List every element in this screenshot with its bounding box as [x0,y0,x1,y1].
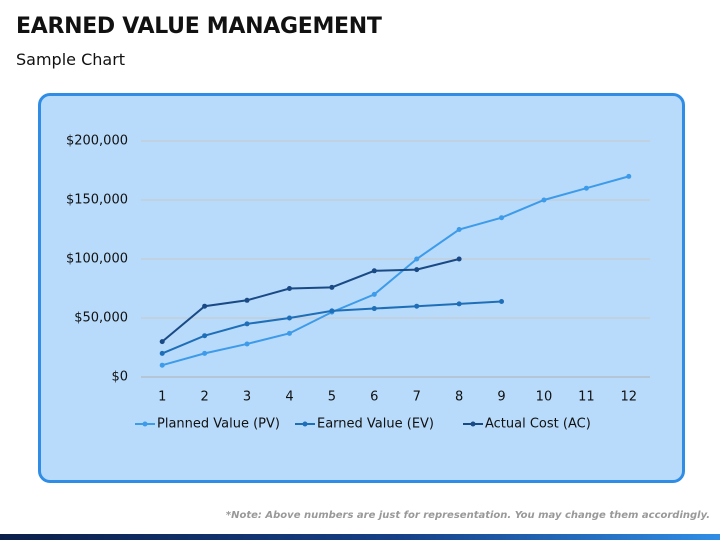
data-point [414,303,420,309]
legend-marker [302,421,308,427]
y-tick-label: $0 [111,370,128,385]
data-point [286,286,292,291]
x-tick-label: 10 [536,390,553,405]
data-point [244,321,250,327]
legend-label: Planned Value (PV) [157,417,280,432]
x-tick-label: 11 [578,390,595,405]
x-tick-label: 1 [158,390,166,405]
legend-label: Actual Cost (AC) [485,417,591,432]
data-point [456,256,462,262]
data-point [456,227,462,232]
series-line [161,258,460,343]
legend-marker [470,421,476,427]
chart-panel [38,93,685,483]
x-tick-label: 7 [413,390,421,405]
data-point [286,330,292,336]
data-point [371,306,377,312]
data-point [414,267,420,273]
title: EARNED VALUE MANAGEMENT [16,14,382,39]
data-point [499,215,505,221]
data-point [371,291,377,297]
legend-marker [142,421,148,427]
note: *Note: Above numbers are just for repres… [225,510,710,521]
data-point [159,350,165,356]
data-point [202,303,208,309]
data-point [541,197,547,203]
x-tick-label: 3 [243,390,251,405]
data-point [244,297,250,303]
x-tick-label: 6 [370,390,378,405]
data-point [159,339,165,345]
series-line [161,175,630,367]
data-point [202,333,208,339]
x-tick-label: 8 [455,390,463,405]
x-tick-label: 12 [621,390,638,405]
data-point [159,362,165,368]
data-point [414,256,420,262]
data-point [626,173,632,179]
x-tick-label: 5 [328,390,336,405]
x-tick-label: 9 [497,390,505,405]
data-point [202,350,208,356]
data-point [244,341,250,347]
data-point [329,284,335,290]
data-point [329,308,335,314]
x-tick-label: 2 [200,390,208,405]
y-tick-label: $100,000 [66,252,128,267]
data-point [499,298,505,304]
subtitle: Sample Chart [16,50,126,69]
data-point [286,315,292,321]
y-tick-label: $50,000 [74,311,128,326]
y-tick-label: $150,000 [66,193,128,208]
x-tick-label: 4 [285,390,293,405]
data-point [456,301,462,307]
footer-stripe [0,534,720,540]
data-point [583,185,589,191]
legend-label: Earned Value (EV) [317,417,434,432]
y-tick-label: $200,000 [66,134,128,149]
data-point [371,268,377,274]
